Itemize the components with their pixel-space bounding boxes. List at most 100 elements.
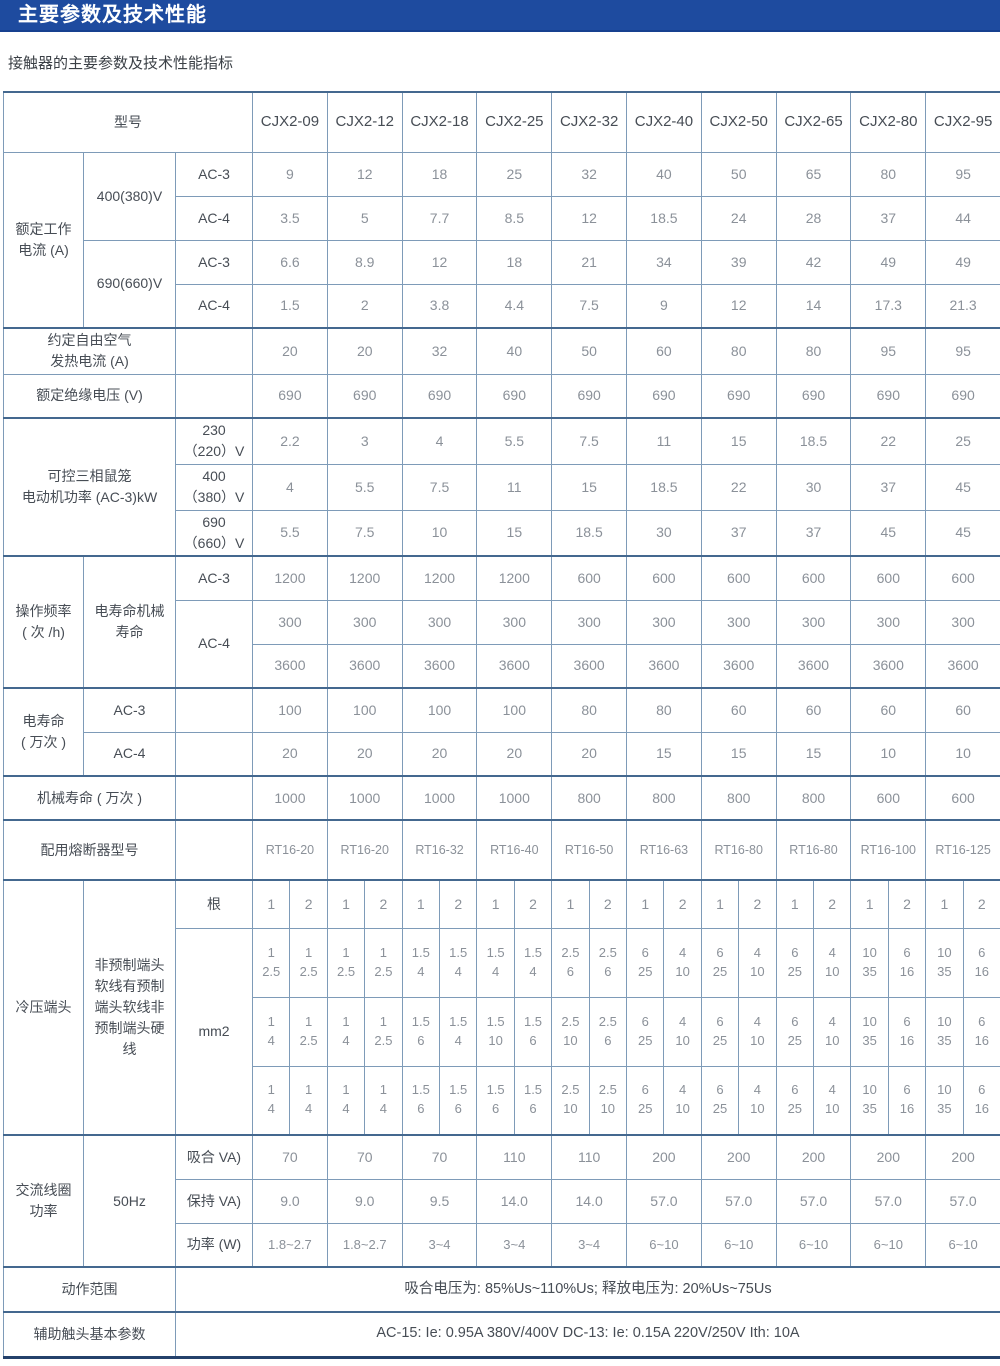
spec-value-cell: 6 16 (962, 927, 1000, 998)
spec-value-cell: 9.0 (252, 1178, 328, 1224)
spec-value-cell: 6~10 (775, 1222, 852, 1268)
spec-value-cell: 20 (551, 731, 628, 777)
spec-value-cell: 4 (401, 417, 478, 465)
spec-value-cell: 7.5 (551, 417, 628, 465)
spec-value-cell: 690 (700, 373, 777, 419)
spec-label-cell: 型号 (2, 91, 254, 153)
spec-label-cell: 吸合 VA) (174, 1134, 254, 1180)
spec-value-cell: 70 (326, 1134, 403, 1180)
spec-label-cell: 可控三相鼠笼 电动机功率 (AC-3)kW (3, 417, 176, 557)
section-title: 主要参数及技术性能 (18, 4, 207, 26)
spec-value-cell: 20 (401, 731, 478, 777)
spec-value-cell: 6 25 (700, 996, 740, 1067)
spec-value-cell: 300 (252, 599, 328, 645)
spec-value-cell: AC-15: Ie: 0.95A 380V/400V DC-13: Ie: 0.… (175, 1311, 1000, 1359)
spec-table-body: 型号 CJX2-09 CJX2-12 CJX2-18 CJX2-25 CJX2-32 CJX… (2, 91, 1000, 1359)
model-header-cell: CJX2-80 (850, 91, 927, 153)
spec-value-cell: 15 (626, 731, 702, 777)
spec-value-cell: 吸合电压为: 85%Us~110%Us; 释放电压为: 20%Us~75Us (175, 1266, 1000, 1313)
spec-value-cell: 1200 (401, 555, 478, 601)
spec-value-cell: 8.9 (326, 239, 403, 285)
spec-value-cell: 32 (551, 151, 628, 197)
spec-value-cell: 65 (775, 151, 852, 197)
spec-label-cell: 操作频率 ( 次 /h) (3, 555, 84, 689)
spec-value-cell: 70 (401, 1134, 478, 1180)
spec-value-cell: 300 (850, 599, 927, 645)
spec-value-cell: 3~4 (551, 1222, 628, 1268)
spec-value-cell: 1 4 (252, 1065, 291, 1136)
spec-value-cell: 4 10 (663, 996, 702, 1067)
spec-value-cell: 1 (775, 879, 815, 929)
spec-value-cell: 4 10 (663, 1065, 702, 1136)
spec-value-cell: 49 (925, 239, 1000, 285)
spec-value-cell: 2.5 6 (588, 996, 628, 1067)
spec-value-cell: 25 (476, 151, 553, 197)
spec-value-cell: 1 (326, 879, 366, 929)
spec-value-cell: 37 (850, 195, 927, 241)
spec-value-cell: 3600 (626, 643, 702, 689)
spec-value-cell: 2.5 6 (588, 927, 628, 998)
spec-value-cell: 10 (850, 731, 927, 777)
spec-value-cell: 7.5 (551, 283, 628, 329)
spec-value-cell: 10 (401, 509, 478, 557)
spec-value-cell: 600 (626, 555, 702, 601)
spec-value-cell: 3600 (700, 643, 777, 689)
spec-label-cell: 动作范围 (3, 1266, 176, 1313)
spec-value-cell: 690 (551, 373, 628, 419)
spec-label-cell: 根 (174, 879, 254, 929)
spec-value-cell: 1.5 4 (439, 927, 478, 998)
model-header-cell: CJX2-95 (925, 91, 1000, 153)
spec-label-cell: 400 （380）V (174, 463, 254, 511)
spec-value-cell: 1.5 6 (439, 1065, 478, 1136)
spec-value-cell: 20 (326, 327, 403, 375)
spec-value-cell: 6~10 (700, 1222, 777, 1268)
spec-value-cell: 6 16 (887, 996, 927, 1067)
model-header-cell: CJX2-50 (700, 91, 777, 153)
spec-value-cell: 1 (476, 879, 515, 929)
spec-value-cell: 3600 (775, 643, 852, 689)
spec-value-cell: 2 (738, 879, 777, 929)
spec-value-cell: 22 (700, 463, 777, 511)
spec-value-cell: 5.5 (476, 417, 553, 465)
spec-value-cell: 690 (476, 373, 553, 419)
spec-value-cell: 300 (700, 599, 777, 645)
spec-value-cell: 100 (476, 687, 553, 733)
spec-value-cell: 22 (850, 417, 927, 465)
spec-value-cell: 690 (925, 373, 1000, 419)
spec-value-cell: 1 (850, 879, 889, 929)
spec-value-cell: 14.0 (476, 1178, 553, 1224)
spec-value-cell: 80 (700, 327, 777, 375)
spec-value-cell: 300 (551, 599, 628, 645)
spec-value-cell: 6 25 (626, 1065, 665, 1136)
spec-value-cell: 60 (626, 327, 702, 375)
spec-value-cell: 6~10 (925, 1222, 1000, 1268)
spec-value-cell: 15 (700, 417, 777, 465)
spec-value-cell: 1.8~2.7 (326, 1222, 403, 1268)
spec-value-cell: 12 (401, 239, 478, 285)
spec-value-cell: RT16-100 (850, 819, 927, 881)
spec-value-cell: 800 (626, 775, 702, 821)
spec-value-cell: 2 (812, 879, 852, 929)
spec-value-cell: 600 (775, 555, 852, 601)
spec-value-cell: 3600 (850, 643, 927, 689)
spec-value-cell (174, 731, 254, 777)
spec-value-cell: 10 35 (850, 927, 889, 998)
spec-value-cell: 9.0 (326, 1178, 403, 1224)
spec-label-cell: 400(380)V (83, 151, 176, 241)
spec-value-cell: 1 (925, 879, 964, 929)
spec-label-cell: AC-4 (174, 195, 254, 241)
spec-value-cell: 18.5 (775, 417, 852, 465)
model-header-cell: CJX2-32 (551, 91, 628, 153)
spec-value-cell: 3~4 (476, 1222, 553, 1268)
spec-value-cell: 300 (476, 599, 553, 645)
spec-value-cell: 1.5 (252, 283, 328, 329)
spec-value-cell: 39 (700, 239, 777, 285)
model-header-cell: CJX2-25 (476, 91, 553, 153)
spec-label-cell: 电寿命 ( 万次 ) (3, 687, 84, 777)
spec-label-cell: 冷压端头 (3, 879, 84, 1136)
model-header-cell: CJX2-12 (326, 91, 403, 153)
spec-value-cell: 3 (326, 417, 403, 465)
spec-value-cell: 3600 (476, 643, 553, 689)
spec-value-cell: 1.5 10 (476, 996, 515, 1067)
spec-label-cell: AC-3 (174, 151, 254, 197)
